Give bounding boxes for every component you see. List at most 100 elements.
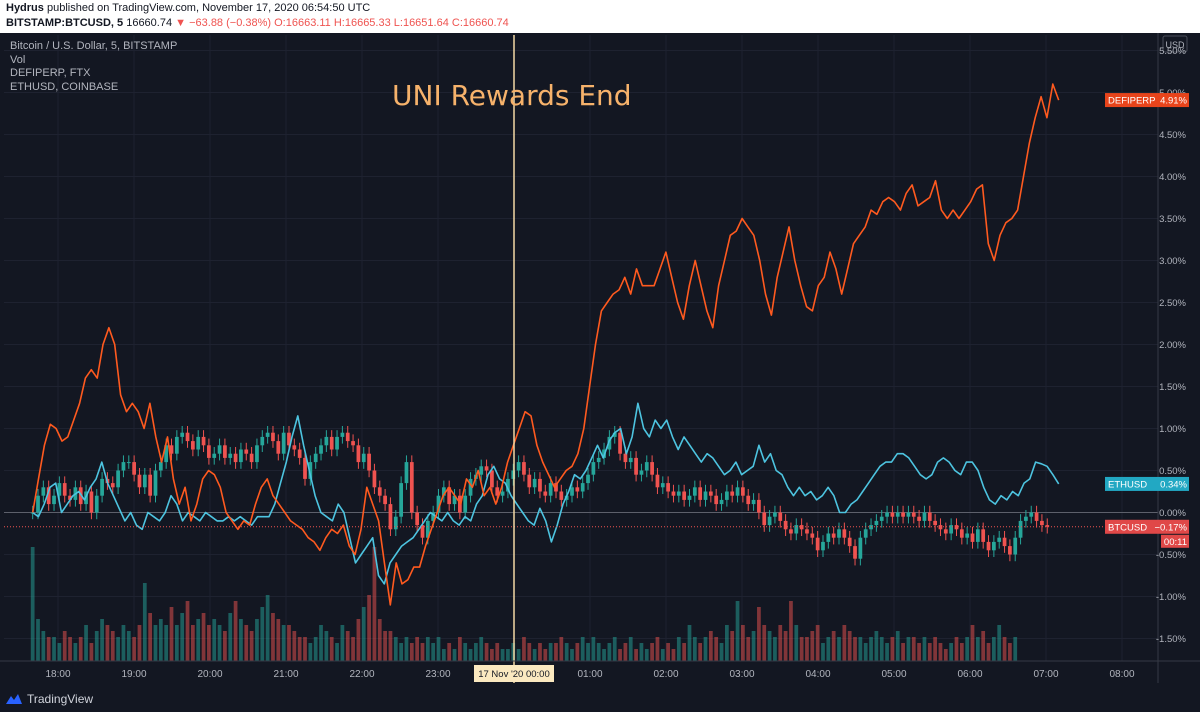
candle-body — [676, 491, 681, 496]
volume-bar — [1002, 637, 1007, 661]
x-tick-label: 05:00 — [881, 669, 906, 680]
candle-body — [297, 449, 302, 458]
volume-bar — [719, 643, 724, 661]
candle-body — [746, 495, 751, 505]
y-tick-label: 3.00% — [1159, 256, 1186, 267]
volume-bar — [901, 643, 905, 661]
time-axis-marker: 17 Nov '20 00:00 — [474, 665, 554, 682]
volume-bar — [933, 637, 937, 661]
y-tick-label: 2.00% — [1159, 340, 1186, 351]
candle-body — [703, 491, 708, 500]
candle-body — [287, 432, 291, 446]
author-name[interactable]: Hydrus — [6, 2, 44, 14]
candle-body — [559, 491, 564, 500]
x-tick-label: 04:00 — [805, 669, 830, 680]
volume-bar — [393, 637, 398, 661]
legend-main-series[interactable]: Bitcoin / U.S. Dollar, 5, BITSTAMP — [10, 40, 178, 52]
volume-bar — [174, 625, 179, 661]
candle-body — [329, 436, 334, 450]
volume-bar — [757, 607, 761, 661]
y-tick-label: 1.50% — [1159, 382, 1186, 393]
candle-body — [260, 436, 265, 446]
candle-body — [132, 462, 136, 475]
symbol-label: BITSTAMP:BTCUSD, 5 — [6, 17, 124, 29]
candle-body — [142, 474, 147, 488]
volume-bar — [746, 637, 751, 661]
volume-bar — [121, 625, 126, 661]
price-chart[interactable]: UNI Rewards EndUSD5.50%5.00%4.50%4.00%3.… — [0, 33, 1200, 688]
candle-body — [639, 470, 644, 475]
legend-ethusd[interactable]: ETHUSD, COINBASE — [10, 80, 119, 93]
y-tick-label: 3.50% — [1159, 214, 1186, 225]
candle-body — [767, 516, 772, 526]
y-tick-label: 0.50% — [1159, 466, 1186, 477]
volume-bar — [490, 649, 494, 661]
candle-body — [794, 525, 799, 534]
candle-body — [634, 457, 638, 475]
volume-bar — [826, 637, 831, 661]
volume-bar — [356, 619, 361, 661]
candle-body — [927, 512, 932, 521]
volume-bar — [527, 643, 532, 661]
volume-bar — [783, 631, 788, 661]
y-tick-label: 0.00% — [1159, 508, 1186, 519]
candle-body — [361, 453, 366, 463]
volume-bar — [116, 637, 120, 661]
volume-bar — [879, 637, 884, 661]
currency-badge[interactable]: USD — [1162, 35, 1188, 53]
volume-bar — [506, 649, 510, 661]
candle-body — [223, 445, 227, 458]
volume-bar — [794, 625, 799, 661]
volume-bar — [778, 625, 783, 661]
volume-bar — [538, 643, 542, 661]
candle-body — [618, 432, 622, 454]
ohlc-values: O:16663.11 H:16665.33 L:16651.64 C:16660… — [274, 17, 509, 29]
x-tick-label: 06:00 — [957, 669, 982, 680]
candle-body — [901, 512, 905, 517]
volume-bar — [650, 643, 654, 661]
candle-body — [399, 483, 403, 517]
defiperp-price-badge-text: 4.91% — [1160, 96, 1187, 107]
legend-defiperp[interactable]: DEFIPERP, FTX — [10, 67, 91, 79]
candle-body — [201, 436, 206, 446]
volume-bar — [260, 607, 265, 661]
candle-body — [452, 495, 457, 505]
volume-bar — [377, 619, 382, 661]
volume-bar — [164, 625, 169, 661]
candle-body — [965, 533, 970, 538]
candle-body — [516, 462, 521, 471]
candle-body — [644, 462, 649, 471]
volume-bar — [372, 547, 377, 661]
volume-bar — [634, 649, 638, 661]
candle-body — [986, 541, 991, 551]
candle-body — [532, 478, 537, 488]
volume-bar — [217, 625, 222, 661]
published-text: published on TradingView.com, November 1… — [46, 2, 371, 14]
candle-body — [41, 487, 46, 496]
y-tick-label: 1.00% — [1159, 424, 1186, 435]
volume-bar — [853, 637, 857, 661]
candle-body — [190, 441, 195, 450]
candle-body — [1002, 537, 1007, 547]
volume-bar — [676, 637, 681, 661]
candle-body — [239, 449, 243, 463]
volume-bar — [981, 631, 986, 661]
time-axis-marker-bg — [474, 665, 554, 682]
candle-body — [991, 541, 996, 551]
candle-body — [623, 453, 628, 463]
legend-volume[interactable]: Vol — [10, 53, 26, 66]
volume-bar — [420, 643, 425, 661]
tradingview-logo[interactable]: TradingView — [6, 692, 93, 706]
volume-bar — [281, 625, 286, 661]
volume-bar — [714, 637, 719, 661]
candle-body — [810, 533, 815, 538]
candle-body — [543, 491, 548, 496]
candle-body — [778, 512, 783, 521]
candle-body — [303, 457, 307, 479]
volume-bar — [292, 631, 297, 661]
volume-bar — [137, 625, 142, 661]
volume-bar — [687, 625, 692, 661]
candle-body — [281, 432, 286, 454]
candle-body — [655, 474, 660, 488]
price-change: ▼ −63.88 (−0.38%) — [175, 17, 272, 29]
